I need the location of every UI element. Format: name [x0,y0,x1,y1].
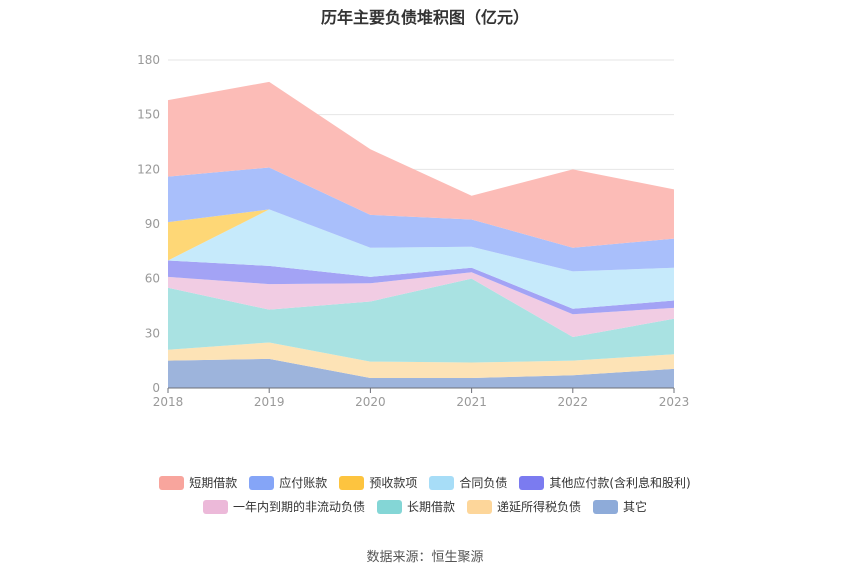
area-series-2 [168,278,674,363]
axis-layer: 0 30 60 90 120 150 180 2018 2019 2020 2021 2022 2023 [137,53,689,409]
x-tick-label: 2021 [456,395,487,409]
legend-swatch [593,499,619,514]
area-series-5 [168,209,674,309]
y-tick-label: 150 [137,108,160,122]
y-tick-label: 30 [145,326,160,340]
legend-item[interactable]: 其他应付款(含利息和股利) [519,474,691,491]
area-series-0 [168,358,674,388]
legend-label: 应付账款 [279,476,328,490]
area-series-1 [168,342,674,378]
x-tick-label: 2019 [254,395,285,409]
legend-item[interactable]: 长期借款 [376,498,455,515]
legend-label: 一年内到期的非流动负债 [232,500,365,514]
legend-item[interactable]: 递延所得税负债 [467,498,581,515]
legend-swatch [376,499,402,514]
legend-swatch [249,475,275,490]
legend-item[interactable]: 短期借款 [159,474,237,491]
legend-swatch [339,475,365,490]
x-tick-label: 2018 [153,395,184,409]
legend-item[interactable]: 合同负债 [429,474,507,491]
legend-swatch [519,475,545,490]
legend-label: 合同负债 [459,476,508,490]
y-tick-label: 90 [145,217,160,231]
legend-item[interactable]: 预收款项 [339,474,417,491]
area-series-8 [168,81,674,248]
legend-item[interactable]: 应付账款 [249,474,327,491]
legend-item[interactable]: 一年内到期的非流动负债 [202,498,365,515]
area-series-4 [168,260,674,315]
legend-label: 其他应付款(含利息和股利) [549,476,691,490]
legend-row-2: 一年内到期的非流动负债 长期借款 递延所得税负债 其它 [0,498,850,515]
chart-title: 历年主要负债堆积图（亿元） [320,8,529,27]
y-tick-label: 60 [145,272,160,286]
data-source-note: 数据来源：恒生聚源 [366,550,484,565]
y-tick-label: 120 [137,162,160,176]
legend-item[interactable]: 其它 [593,498,647,515]
legend-swatch [159,475,185,490]
legend-swatch [202,499,228,514]
legend-row-1: 短期借款 应付账款 预收款项 合同负债 其他应付款(含利息和股利) [0,474,850,491]
legend-label: 长期借款 [406,500,455,514]
y-tick-label: 180 [137,53,160,67]
area-series-3 [168,272,674,337]
y-tick-label: 0 [152,381,160,395]
legend-swatch [429,475,455,490]
area-layer [168,81,674,388]
legend-swatch [467,499,492,514]
x-tick-label: 2022 [558,395,589,409]
legend-label: 递延所得税负债 [497,500,582,514]
legend-label: 其它 [623,500,648,514]
legend-label: 短期借款 [189,476,238,490]
legend-label: 预收款项 [369,476,418,490]
x-tick-label: 2020 [355,395,386,409]
area-series-7 [168,167,674,272]
x-tick-label: 2023 [659,395,690,409]
